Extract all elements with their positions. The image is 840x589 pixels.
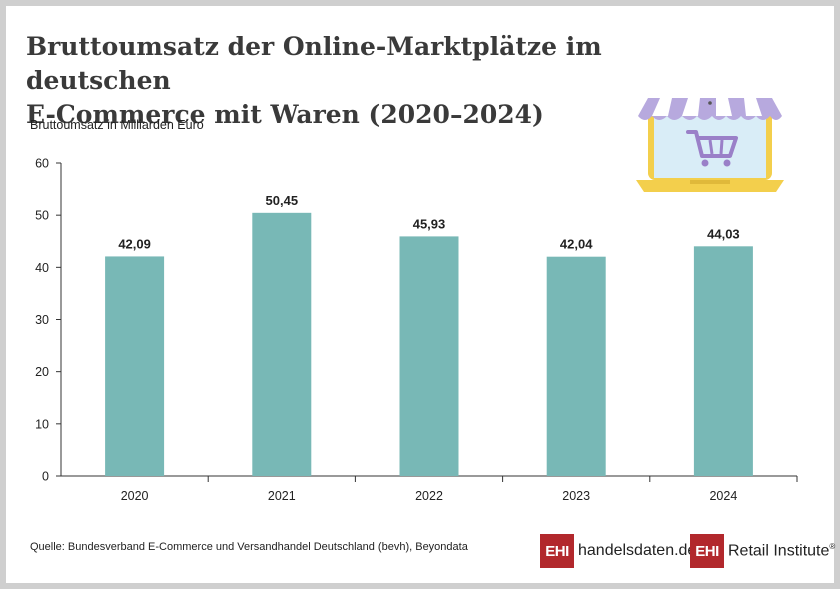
handelsdaten-logo-text: handelsdaten.de: [578, 542, 697, 559]
bar-2022: [399, 236, 459, 476]
handelsdaten-logo[interactable]: EHI handelsdaten.de: [540, 534, 696, 568]
x-tick-label-2023: 2023: [562, 489, 590, 503]
y-axis-label: Bruttoumsatz in Milliarden Euro: [30, 118, 204, 132]
y-tick-label: 50: [35, 209, 49, 223]
y-tick-label: 40: [35, 261, 49, 275]
data-label-2024: 44,03: [707, 226, 740, 241]
data-label-2023: 42,04: [560, 237, 593, 252]
y-tick-label: 20: [35, 365, 49, 379]
bar-2021: [252, 212, 312, 477]
retail-institute-name: Retail Institute: [728, 542, 830, 560]
x-tick-label-2021: 2021: [268, 489, 296, 503]
chart-title-line-1: Bruttoumsatz der Online-Marktplätze im d…: [26, 32, 602, 95]
data-label-2021: 50,45: [266, 193, 299, 208]
y-tick-label: 60: [35, 157, 49, 171]
ehi-logo-box: EHI: [690, 534, 724, 568]
registered-mark: ®: [829, 541, 836, 551]
chart-title-line-2: E-Commerce mit Waren (2020–2024): [26, 100, 544, 129]
y-tick-label: 10: [35, 417, 49, 431]
bar-2023: [546, 256, 606, 476]
y-tick-label: 30: [35, 313, 49, 327]
bar-2024: [693, 246, 753, 476]
data-label-2020: 42,09: [118, 236, 151, 251]
laptop-shop-cart-icon: [636, 98, 784, 192]
ehi-logo-box: EHI: [540, 534, 574, 568]
retail-institute-logo-text: Retail Institute®: [728, 542, 835, 560]
retail-institute-logo[interactable]: EHI Retail Institute®: [690, 534, 835, 568]
data-label-2022: 45,93: [413, 216, 446, 231]
source-note: Quelle: Bundesverband E-Commerce und Ver…: [30, 541, 468, 553]
x-tick-label-2020: 2020: [121, 489, 149, 503]
x-tick-label-2024: 2024: [709, 489, 737, 503]
y-tick-label: 0: [42, 470, 49, 484]
bar-2020: [105, 256, 165, 476]
chart-title: Bruttoumsatz der Online-Marktplätze im d…: [26, 30, 666, 132]
x-tick-label-2022: 2022: [415, 489, 443, 503]
